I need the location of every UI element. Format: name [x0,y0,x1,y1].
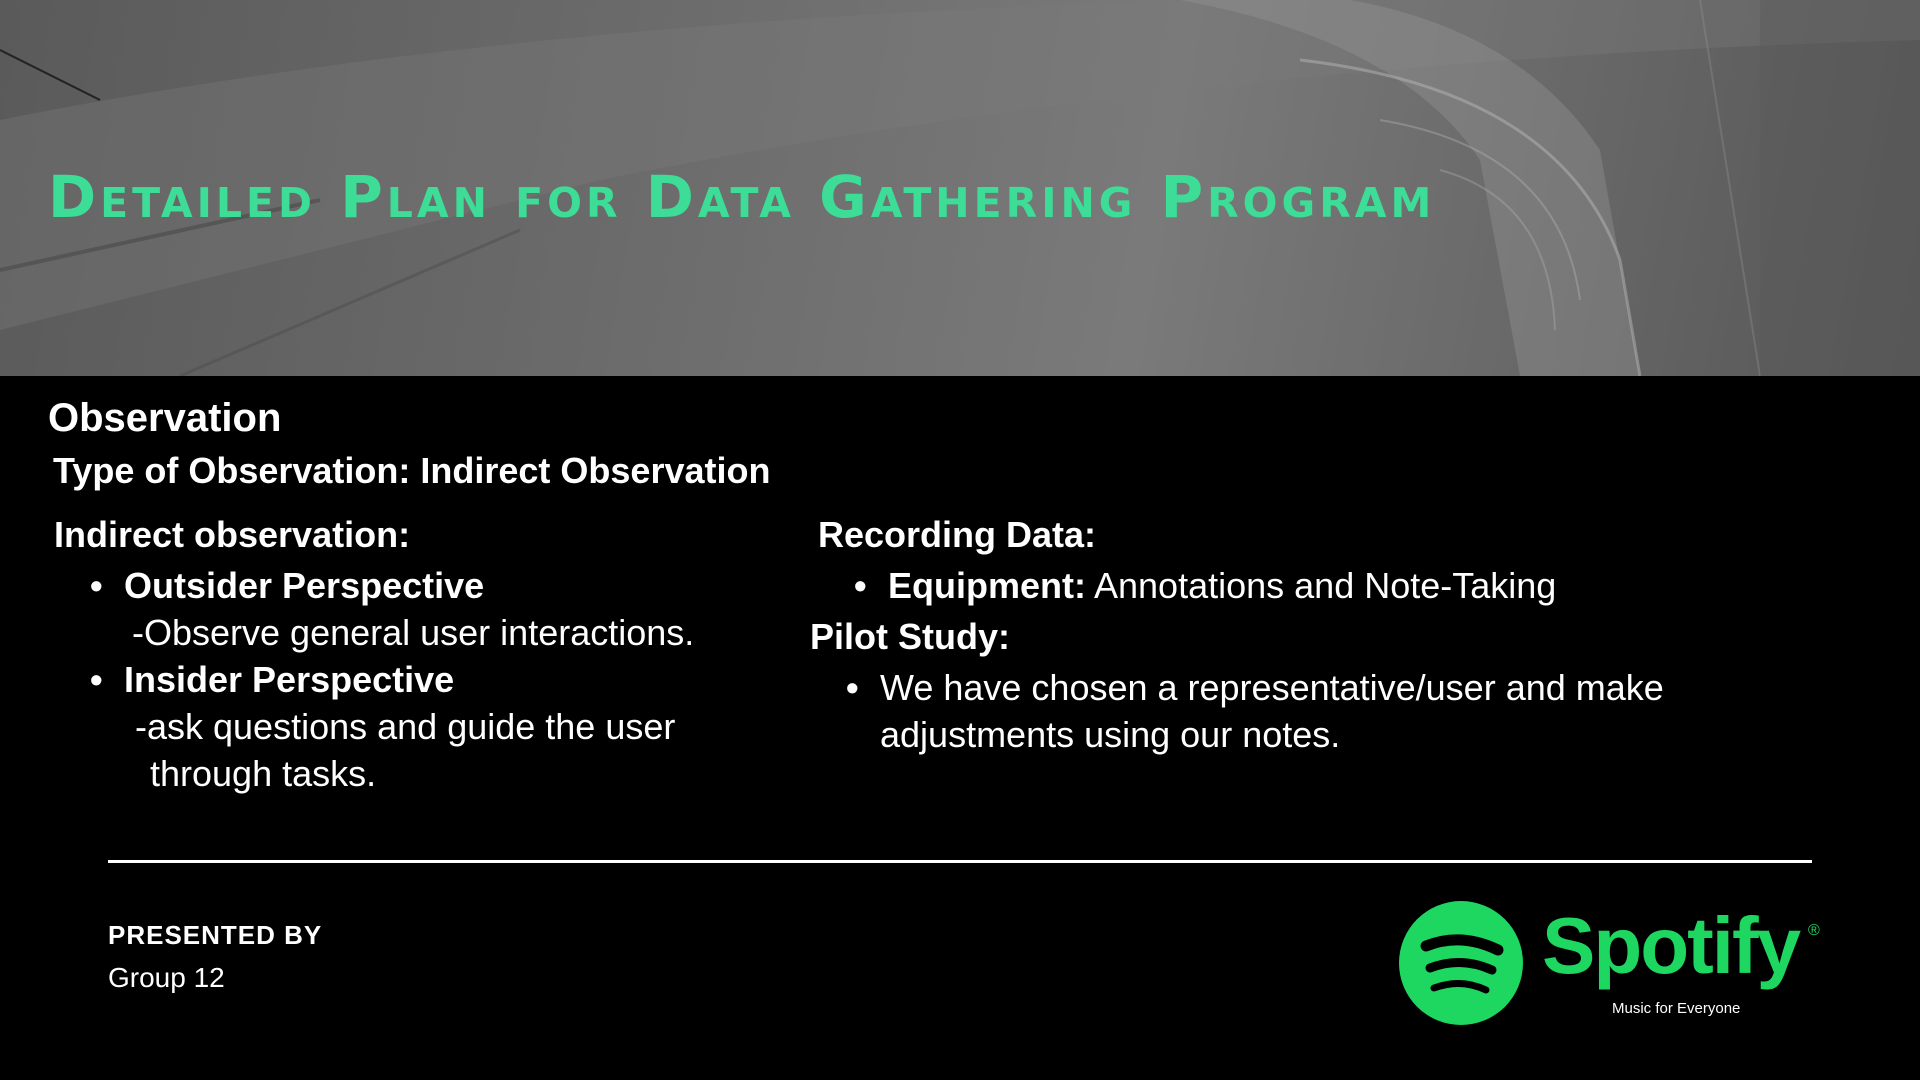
spotify-icon [1399,901,1523,1025]
indirect-observation-section: Indirect observation: Outsider Perspecti… [54,513,814,797]
insider-perspective-detail-line2: through tasks. [150,753,377,795]
list-item: Insider Perspective [90,656,814,703]
hero-background: Detailed Plan for Data Gathering Program [0,0,1920,376]
spotify-logo: Spotify ® Music for Everyone [1398,900,1838,1030]
list-item: We have chosen a representative/user and… [846,664,1810,758]
slide-title: Detailed Plan for Data Gathering Program [48,163,1436,231]
outsider-perspective-label: Outsider Perspective [124,565,485,607]
list-item: Outsider Perspective [90,562,814,609]
group-name: Group 12 [108,962,225,993]
slide-content: Observation Type of Observation: Indirec… [0,376,1920,1080]
presented-by-label: PRESENTED BY [108,920,323,950]
right-column: Recording Data: Equipment: Annotations a… [810,513,1810,758]
recording-data-list: Equipment: Annotations and Note-Taking [854,562,1810,609]
outsider-perspective-detail: -Observe general user interactions. [132,612,695,654]
registered-mark: ® [1808,922,1820,939]
perspective-list: Outsider Perspective -Observe general us… [90,562,814,797]
pilot-study-heading: Pilot Study: [810,616,1010,658]
equipment-value: Annotations and Note-Taking [1094,565,1557,607]
insider-perspective-label: Insider Perspective [124,659,455,701]
spotify-wordmark: Spotify [1542,901,1801,990]
insider-perspective-detail-line1: -ask questions and guide the user [135,706,676,748]
indirect-observation-heading: Indirect observation: [54,514,411,555]
spotify-tagline: Music for Everyone [1612,1000,1741,1017]
pilot-study-line1: We have chosen a representative/user and… [880,667,1664,709]
observation-type: Type of Observation: Indirect Observatio… [53,450,771,491]
architecture-background-image [0,0,1920,376]
observation-heading: Observation [48,396,282,440]
divider [108,860,1812,863]
pilot-study-list: We have chosen a representative/user and… [846,664,1810,758]
recording-data-heading: Recording Data: [818,514,1097,555]
pilot-study-line2: adjustments using our notes. [880,714,1341,756]
list-item: Equipment: Annotations and Note-Taking [854,562,1810,609]
equipment-label: Equipment: [888,565,1086,607]
